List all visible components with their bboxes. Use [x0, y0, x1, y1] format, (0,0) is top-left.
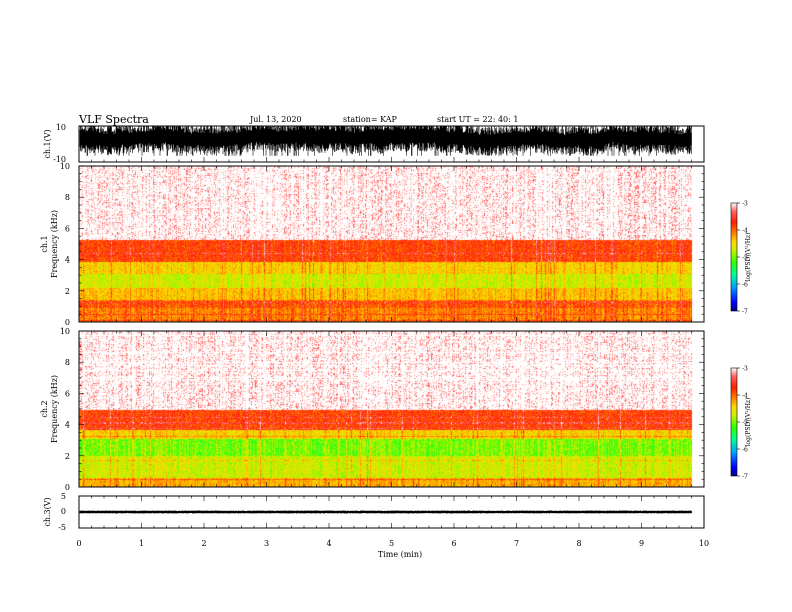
ch3-ytick-bottom: -5: [58, 523, 66, 532]
ch2-spectrogram-ytick-label: 0: [65, 483, 70, 492]
date-label: Jul. 13, 2020: [249, 115, 302, 124]
time-xtick-label: 9: [639, 539, 644, 548]
time-xtick-label: 7: [514, 539, 519, 548]
ch2-spectrogram-ytick-label: 2: [65, 452, 70, 461]
ch1-waveform-line: [79, 126, 692, 156]
ch1-colorbar-label: log(PSD)(V²/Hz): [745, 233, 752, 282]
ch2-colorbar-tick-label: -4: [742, 393, 748, 400]
ch2-colorbar-tick-label: -5: [742, 420, 748, 427]
ch1-waveform-ylabel: ch.1(V): [43, 129, 52, 158]
station-label: station= KAP: [343, 115, 398, 124]
ch1-spectrogram-ylabel-line1: ch.1: [40, 235, 49, 252]
time-xtick-label: 0: [76, 539, 81, 548]
ch2-spectrogram-ylabel-line1: ch.2: [40, 400, 49, 417]
time-xtick-label: 8: [576, 539, 581, 548]
ch3-waveform-ylabel: ch.3(V): [43, 497, 52, 526]
ch3-waveform-panel: 5 0 -5 ch.3(V) 0 1 2 3 4 5 6 7 8 9 10 Time (min): [43, 492, 709, 559]
ch1-waveform-panel: 10 -10 ch.1(V): [43, 123, 705, 164]
ch2-colorbar-tick-label: -7: [742, 474, 748, 481]
ch2-colorbar-tick-label: -6: [742, 447, 748, 454]
time-xtick-label: 5: [389, 539, 394, 548]
ch1-waveform-frame: [78, 125, 705, 163]
ch1-spectrogram-ytick-label: 0: [65, 318, 70, 327]
ch1-spectrogram-image: [79, 166, 704, 322]
ch1-ytick-bottom: -10: [53, 155, 66, 164]
ch1-colorbar-tick-label: -3: [742, 201, 748, 208]
ch1-ytick-top: 10: [56, 123, 66, 132]
ch2-spectrogram-ytick-label: 8: [65, 358, 70, 367]
ch3-waveform-line: [79, 510, 692, 514]
ch1-spectrogram-ytick-label: 4: [65, 256, 70, 265]
time-xtick-label: 4: [326, 539, 331, 548]
ch2-spectrogram-ytick-label: 6: [65, 389, 70, 398]
ch1-colorbar: [730, 202, 738, 312]
ch2-spectrogram-ylabel-line2: Frequency (kHz): [50, 375, 59, 443]
ch2-colorbar-tick-label: -3: [742, 366, 748, 373]
ch1-spectrogram-ytick-label: 10: [60, 162, 70, 171]
time-axis-label: Time (min): [378, 550, 422, 559]
ch2-spectrogram-ytick-label: 4: [65, 421, 70, 430]
ch2-spectrogram-image: [79, 331, 704, 487]
time-xtick-label: 2: [201, 539, 206, 548]
ch1-colorbar-tick-label: -5: [742, 255, 748, 262]
ch1-colorbar-tick-label: -4: [742, 228, 748, 235]
figure-title: VLF Spectra: [78, 113, 149, 126]
time-xtick-label: 1: [139, 539, 144, 548]
ch2-spectrogram-ytick-label: 10: [60, 327, 70, 336]
ch1-colorbar-tick-label: -7: [742, 309, 748, 316]
ch1-colorbar-tick-label: -6: [742, 282, 748, 289]
ch1-spectrogram-ytick-label: 8: [65, 193, 70, 202]
ch3-ytick-top: 5: [61, 492, 66, 501]
ch1-spectrogram-ytick-label: 2: [65, 287, 70, 296]
ch3-ytick-middle: 0: [61, 507, 66, 516]
start-time-label: start UT = 22: 40: 1: [437, 115, 518, 124]
time-xtick-label: 3: [264, 539, 269, 548]
ch1-spectrogram-ytick-label: 6: [65, 224, 70, 233]
time-xtick-label: 10: [699, 539, 709, 548]
ch2-colorbar-label: log(PSD)(V²/Hz): [745, 398, 752, 447]
ch3-waveform-frame: [78, 495, 705, 529]
ch2-colorbar: [730, 367, 738, 477]
time-xtick-label: 6: [451, 539, 456, 548]
ch1-spectrogram-ylabel-line2: Frequency (kHz): [50, 210, 59, 278]
